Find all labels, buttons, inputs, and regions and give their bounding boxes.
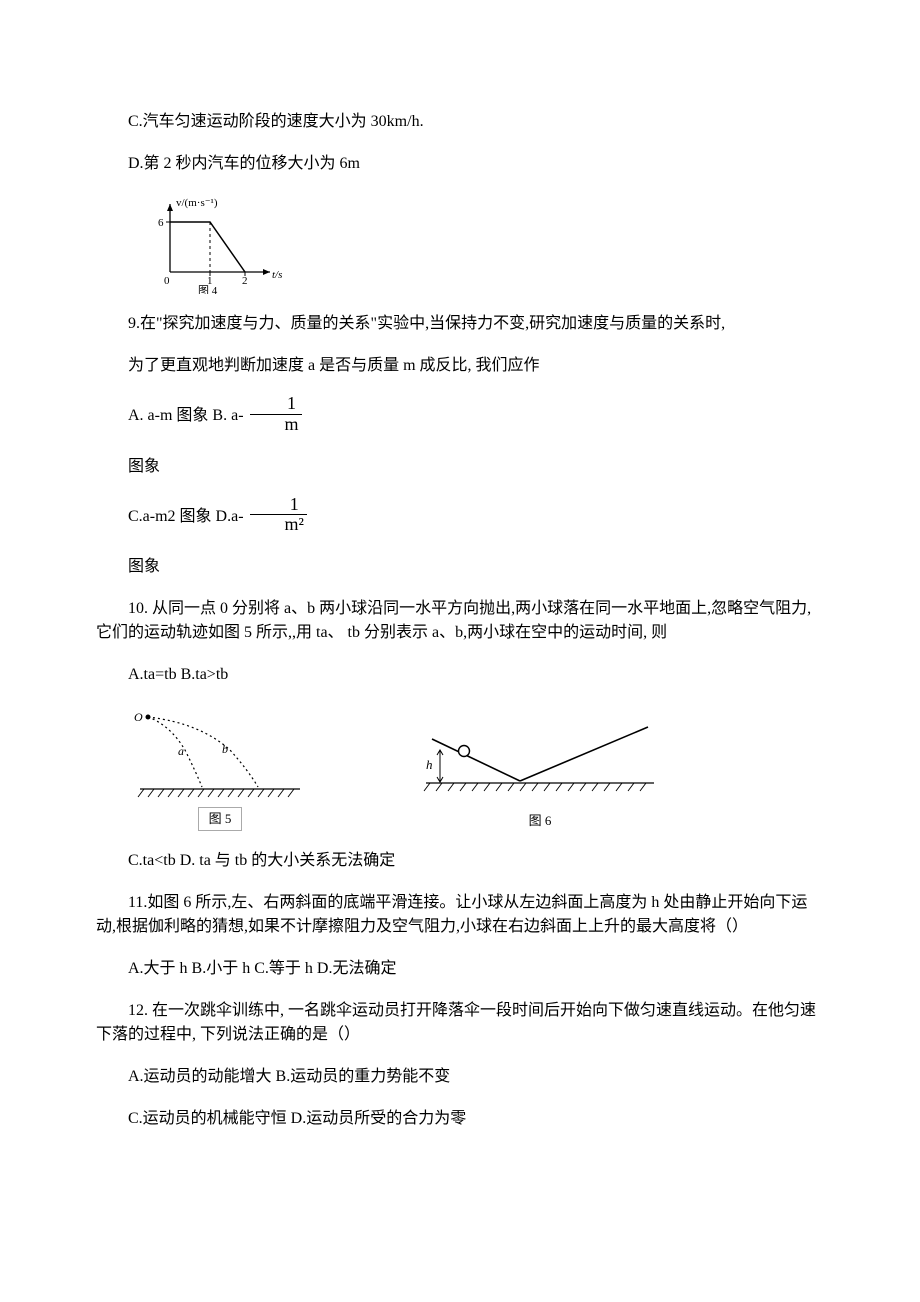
- q10-options-ab: A.ta=tb B.ta>tb: [96, 663, 824, 687]
- q10-options-cd: C.ta<tb D. ta 与 tb 的大小关系无法确定: [96, 849, 824, 873]
- svg-text:6: 6: [158, 217, 164, 229]
- svg-text:a: a: [178, 744, 184, 758]
- figure-4-svg: v/(m·s⁻¹) 6 0 1 2 t/s 图 4: [140, 194, 290, 294]
- figure-6-caption: 图 6: [529, 811, 552, 831]
- q12-stem: 12. 在一次跳伞训练中, 一名跳伞运动员打开降落伞一段时间后开始向下做匀速直线…: [96, 999, 824, 1047]
- q9-opt-b-frac: 1 m: [250, 394, 302, 435]
- q9-opt-d-suffix: 图象: [96, 555, 824, 579]
- q12-options-ab: A.运动员的动能增大 B.运动员的重力势能不变: [96, 1065, 824, 1089]
- q10-stem-text: 10. 从同一点 0 分别将 a、b 两小球沿同一水平方向抛出,两小球落在同一水…: [96, 597, 824, 645]
- q8-option-c: C.汽车匀速运动阶段的速度大小为 30km/h.: [96, 110, 824, 134]
- figure-4: v/(m·s⁻¹) 6 0 1 2 t/s 图 4: [140, 194, 824, 294]
- q9-options-ab: A. a-m 图象 B. a- 1 m: [96, 396, 824, 437]
- figure-6-svg: h: [420, 719, 660, 809]
- svg-text:2: 2: [242, 275, 248, 287]
- q11-options: A.大于 h B.小于 h C.等于 h D.无法确定: [96, 957, 824, 981]
- q8-option-d: D.第 2 秒内汽车的位移大小为 6m: [96, 152, 824, 176]
- svg-text:b: b: [222, 742, 228, 756]
- q9-opt-b-suffix: 图象: [96, 455, 824, 479]
- q9-opt-c-pre: C.a-m2 图象 D.a-: [128, 508, 244, 525]
- q9-stem-2: 为了更直观地判断加速度 a 是否与质量 m 成反比, 我们应作: [96, 354, 824, 378]
- svg-text:h: h: [426, 757, 433, 772]
- figure-5-caption: 图 5: [198, 807, 243, 831]
- q9-stem-1: 9.在"探究加速度与力、质量的关系"实验中,当保持力不变,研究加速度与质量的关系…: [96, 312, 824, 336]
- q11-stem: 11.如图 6 所示,左、右两斜面的底端平滑连接。让小球从左边斜面上高度为 h …: [96, 891, 824, 939]
- q12-stem-text: 12. 在一次跳伞训练中, 一名跳伞运动员打开降落伞一段时间后开始向下做匀速直线…: [96, 999, 824, 1047]
- figure-5: O a b: [130, 705, 310, 831]
- svg-text:图 4: 图 4: [198, 284, 218, 294]
- q9-opt-b-frac-den: m: [250, 415, 302, 435]
- figures-5-6-row: O a b: [130, 705, 824, 831]
- figure-5-svg: O a b: [130, 705, 310, 805]
- q9-opt-d-frac: 1 m²: [250, 495, 307, 536]
- q9-opt-d-frac-den: m²: [250, 515, 307, 535]
- q9-opt-d-frac-num: 1: [250, 495, 307, 516]
- q9-opt-a-pre: A. a-m 图象 B. a-: [128, 407, 244, 424]
- q9-opt-b-frac-num: 1: [250, 394, 302, 415]
- q9-stem-1-text: 9.在"探究加速度与力、质量的关系"实验中,当保持力不变,研究加速度与质量的关系…: [96, 312, 725, 336]
- q11-stem-text: 11.如图 6 所示,左、右两斜面的底端平滑连接。让小球从左边斜面上高度为 h …: [96, 891, 824, 939]
- svg-text:t/s: t/s: [272, 269, 282, 281]
- svg-text:0: 0: [164, 275, 170, 287]
- figure-6: h: [420, 719, 660, 831]
- q9-options-cd: C.a-m2 图象 D.a- 1 m²: [96, 497, 824, 538]
- svg-text:O: O: [134, 710, 143, 724]
- svg-text:v/(m·s⁻¹): v/(m·s⁻¹): [176, 197, 218, 209]
- q10-stem: 10. 从同一点 0 分别将 a、b 两小球沿同一水平方向抛出,两小球落在同一水…: [96, 597, 824, 645]
- q12-options-cd: C.运动员的机械能守恒 D.运动员所受的合力为零: [96, 1107, 824, 1131]
